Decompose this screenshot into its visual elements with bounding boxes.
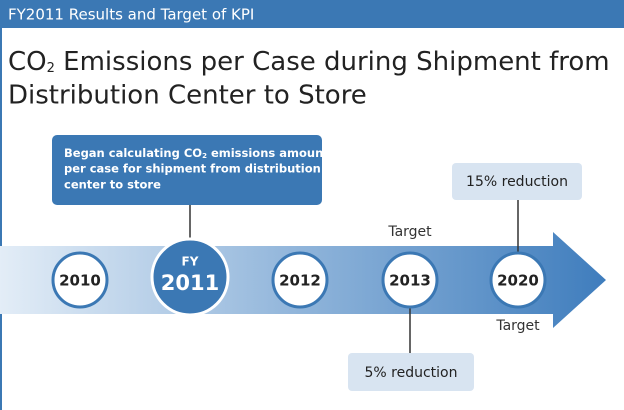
target-label: Target bbox=[387, 224, 432, 240]
year-circle bbox=[51, 251, 109, 309]
year-circle bbox=[381, 251, 439, 309]
year-label: 2011 bbox=[161, 271, 219, 295]
year-label: 2010 bbox=[59, 272, 101, 290]
title-line1: CO2 Emissions per Case during Shipment f… bbox=[8, 47, 610, 77]
year-label: 2020 bbox=[497, 272, 539, 290]
callout-box bbox=[348, 353, 474, 391]
callout-box bbox=[52, 135, 322, 205]
target-label: Target bbox=[495, 318, 540, 334]
year-circle bbox=[271, 251, 329, 309]
year-circle bbox=[489, 251, 547, 309]
title-line2: Distribution Center to Store bbox=[8, 81, 367, 111]
callout-box bbox=[452, 163, 582, 200]
callout-text: 15% reduction bbox=[466, 174, 568, 190]
callout-text: Began calculating CO2 emissions amount bbox=[64, 146, 329, 161]
header-title: FY2011 Results and Target of KPI bbox=[8, 6, 254, 24]
callout-text: 5% reduction bbox=[365, 365, 458, 381]
year-prefix: FY bbox=[182, 255, 199, 269]
year-label: 2013 bbox=[389, 272, 431, 290]
year-label: 2012 bbox=[279, 272, 321, 290]
callout-text: center to store bbox=[64, 178, 161, 192]
year-circle-current bbox=[150, 237, 230, 317]
callout-text: per case for shipment from distribution bbox=[64, 162, 321, 176]
header-bar bbox=[0, 0, 624, 28]
